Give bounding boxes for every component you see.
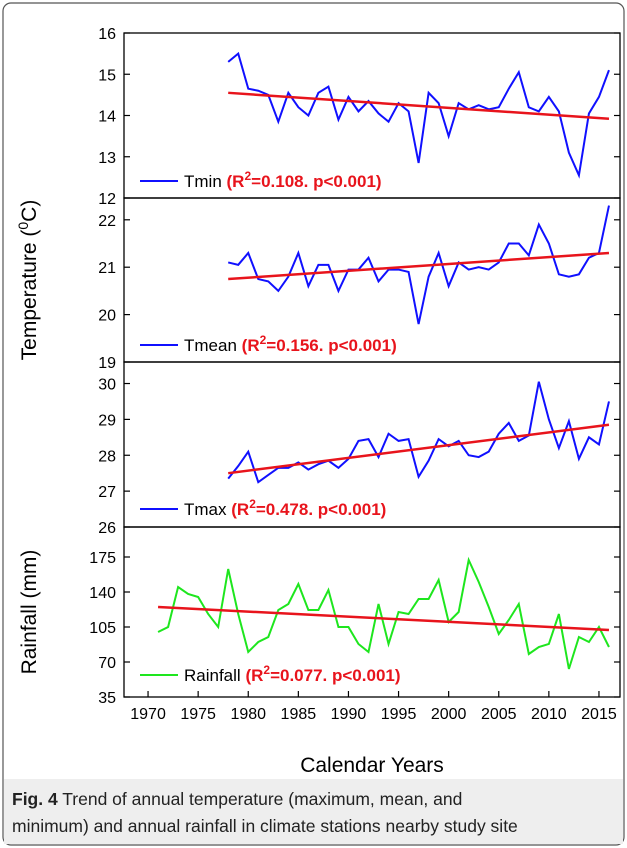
- caption-line: Fig. 4 Trend of annual temperature (maxi…: [12, 789, 462, 809]
- legend-entry: Tmean (R2=0.156. p<0.001): [184, 333, 397, 355]
- y-axis-label-part: Temperature (: [18, 230, 41, 361]
- stat-text: (R: [245, 666, 263, 685]
- caption-background: [4, 779, 623, 844]
- y-tick-label: 20: [98, 308, 116, 325]
- x-tick-label: 1985: [281, 706, 317, 723]
- y-tick-label: 175: [89, 550, 116, 567]
- stat-text: =0.108. p<0.001): [251, 172, 381, 191]
- y-tick-label: 27: [98, 484, 116, 501]
- stat-text: (R: [242, 336, 260, 355]
- x-tick-label: 1970: [130, 706, 166, 723]
- stat-text: 2: [263, 663, 270, 677]
- y-axis-label-part: C): [18, 200, 41, 222]
- y-tick-label: 26: [98, 520, 116, 537]
- x-tick-label: 1990: [331, 706, 367, 723]
- x-axis-label: Calendar Years: [300, 754, 444, 777]
- y-tick-label: 16: [98, 26, 116, 43]
- stat-text: 2: [249, 497, 256, 511]
- legend-label: Tmin: [184, 172, 222, 191]
- y-tick-label: 13: [98, 150, 116, 167]
- stat-text: =0.156. p<0.001): [266, 336, 396, 355]
- x-tick-label: 1975: [180, 706, 216, 723]
- stat-text: =0.077. p<0.001): [270, 666, 400, 685]
- x-tick-label: 1980: [230, 706, 266, 723]
- data-line: [157, 556, 610, 670]
- y-tick-label: 35: [98, 690, 116, 707]
- y-tick-label: 15: [98, 67, 116, 84]
- legend-entry: Tmin (R2=0.108. p<0.001): [184, 169, 382, 191]
- y-tick-label: 28: [98, 448, 116, 465]
- y-tick-label: 21: [98, 260, 116, 277]
- x-tick-label: 2010: [531, 706, 567, 723]
- trend-line: [228, 251, 610, 281]
- x-tick-label: 2000: [431, 706, 467, 723]
- data-line: [227, 205, 610, 325]
- x-tick-label: 1995: [381, 706, 417, 723]
- y-tick-label: 140: [89, 585, 116, 602]
- legend-label: Tmax: [184, 500, 227, 519]
- y-tick-label: 19: [98, 355, 116, 372]
- caption-label: Fig. 4: [12, 789, 58, 809]
- legend-label: Rainfall: [184, 666, 241, 685]
- y-tick-label: 105: [89, 620, 116, 637]
- y-tick-label: 70: [98, 655, 116, 672]
- caption-text: Trend of annual temperature (maximum, me…: [62, 789, 462, 809]
- legend-entry: Tmax (R2=0.478. p<0.001): [184, 497, 386, 519]
- y-tick-label: 30: [98, 377, 116, 394]
- x-tick-label: 2015: [581, 706, 617, 723]
- plot-frame: [123, 526, 621, 698]
- trend-line: [158, 605, 610, 632]
- y-tick-label: 29: [98, 412, 116, 429]
- y-tick-label: 12: [98, 191, 116, 208]
- legend-entry: Rainfall (R2=0.077. p<0.001): [184, 663, 401, 685]
- y-tick-label: 22: [98, 213, 116, 230]
- x-tick-label: 2005: [481, 706, 517, 723]
- y-tick-label: 14: [98, 109, 116, 126]
- legend-label: Tmean: [184, 336, 237, 355]
- stat-text: 2: [260, 333, 267, 347]
- stat-text: (R: [227, 172, 245, 191]
- caption-line: minimum) and annual rainfall in climate …: [12, 816, 518, 836]
- y-axis-label: Temperature (0C): [15, 200, 41, 361]
- y-axis-label: Rainfall (mm): [18, 550, 41, 675]
- trend-line: [228, 423, 610, 475]
- y-axis-label-part: Rainfall (mm): [18, 550, 41, 675]
- y-axis-label-part: 0: [15, 222, 31, 230]
- stat-text: (R: [231, 500, 249, 519]
- trend-line: [228, 91, 610, 121]
- stat-text: 2: [244, 169, 251, 183]
- stat-text: =0.478. p<0.001): [256, 500, 386, 519]
